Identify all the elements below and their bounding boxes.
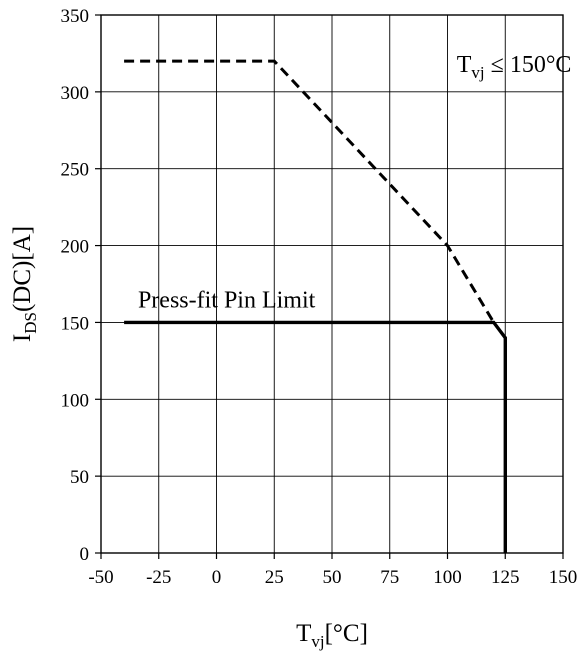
x-tick-label-5: 75: [380, 567, 399, 588]
grid: [100, 14, 564, 554]
y-tick-label-1: 50: [70, 467, 89, 488]
x-tick-label-3: 25: [265, 567, 284, 588]
y-tick-label-6: 300: [61, 83, 90, 104]
y-tick-label-5: 250: [61, 160, 90, 181]
x-tick-label-1: -25: [146, 567, 171, 588]
y-axis-label: IDS(DC)[A]: [9, 226, 40, 342]
y-tick-label-4: 200: [61, 237, 90, 258]
y-axis-label-main: I: [9, 334, 36, 342]
x-tick-label-8: 150: [549, 567, 578, 588]
y-axis-label-unit: (DC)[A]: [9, 226, 36, 312]
x-axis-label-unit: [°C]: [325, 620, 368, 647]
y-tick-label-0: 0: [80, 544, 90, 565]
x-axis-label: Tvj[°C]: [296, 620, 368, 651]
y-axis-label-sub: DS: [21, 312, 40, 334]
y-tick-label-7: 350: [61, 6, 90, 27]
x-tick-label-0: -50: [88, 567, 113, 588]
x-axis-label-main: T: [296, 620, 311, 647]
x-axis-label-sub: vj: [311, 632, 324, 651]
series-solid-line: [124, 320, 507, 553]
series-dashed-line: [124, 59, 495, 324]
annotation-tvj-main: T: [457, 52, 472, 78]
annotation-tvj-limit: Tvj ≤ 150°C: [457, 52, 572, 82]
annotation-tvj-sub: vj: [471, 63, 484, 82]
x-tick-label-4: 50: [323, 567, 342, 588]
y-tick-label-3: 150: [61, 313, 90, 334]
tick-labels: -50 -25 0 25 50 75 100 125 150 0 50 100 150 200 250 300…: [61, 6, 578, 588]
x-tick-label-6: 100: [433, 567, 462, 588]
x-tick-label-7: 125: [491, 567, 520, 588]
y-tick-label-2: 100: [61, 390, 90, 411]
series-layer: [124, 59, 507, 553]
annotation-pin-limit: Press-fit Pin Limit: [138, 287, 316, 313]
x-tick-label-2: 0: [212, 567, 222, 588]
annotation-tvj-rest: ≤ 150°C: [485, 52, 572, 78]
